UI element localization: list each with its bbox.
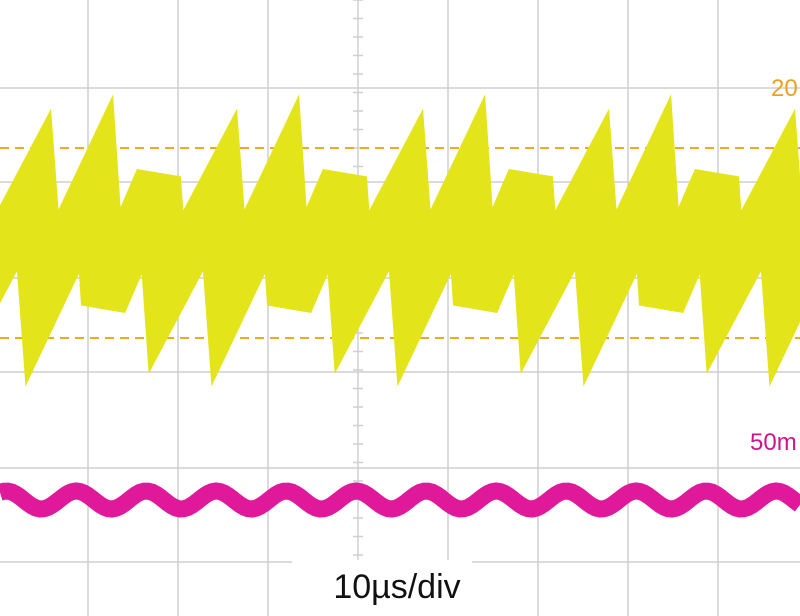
channel-2-waveform: [0, 482, 800, 518]
timebase-box: [292, 560, 472, 616]
channel-2-scale: 50m: [750, 429, 797, 456]
timebase-label: 10µs/div: [333, 568, 460, 606]
channel-1-waveform: [0, 94, 800, 387]
channel-1-scale: 20: [771, 75, 798, 102]
